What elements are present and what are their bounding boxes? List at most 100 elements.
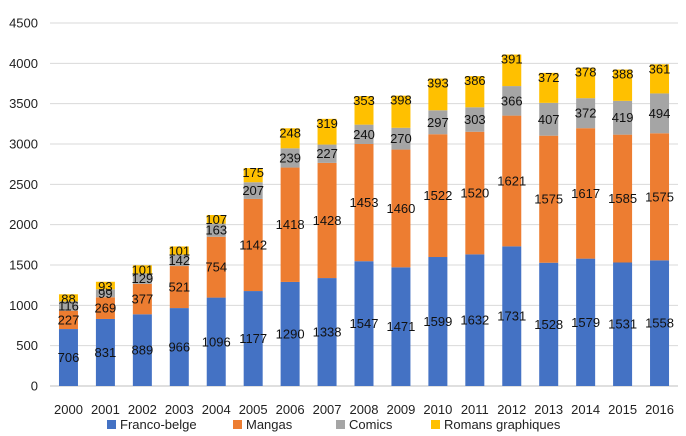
x-tick-label: 2014 [571,402,600,417]
bar-segment [391,267,411,386]
data-label: 248 [279,125,301,140]
bar-segment [169,246,189,255]
bar-segment [132,273,152,284]
bar-segment [354,144,374,262]
bar-segment [539,135,559,263]
data-label: 207 [242,183,264,198]
bar-stack-2009: 1471 1460 270 398 [386,93,415,386]
bar-segment [280,128,300,149]
data-label: 88 [61,291,75,306]
legend-item: Romans graphiques [431,417,561,432]
bar-segment [650,260,670,386]
bar-segment [206,297,226,386]
bar-segment [613,262,633,386]
data-label: 361 [649,61,671,76]
x-tick-label: 2001 [91,402,120,417]
bar-segment [206,214,226,224]
data-label: 1731 [497,309,526,324]
bar-segment [95,289,115,298]
data-label: 1632 [460,313,489,328]
data-label: 1599 [423,314,452,329]
data-label: 1471 [386,319,415,334]
data-label: 93 [98,279,112,294]
bar-segment [539,72,559,103]
bar-segment [58,329,78,386]
data-label: 1338 [313,325,342,340]
data-label: 240 [353,127,375,142]
bar-segment [206,223,226,237]
legend-label: Romans graphiques [444,417,561,432]
bar-segment [354,261,374,386]
data-label: 1558 [645,316,674,331]
y-tick-label: 1500 [9,258,38,273]
bar-segment [613,100,633,135]
y-tick-label: 4500 [9,16,38,31]
data-label: 398 [390,93,412,108]
data-label: 319 [316,116,338,131]
bar-segment [539,102,559,136]
bar-segment [95,297,115,319]
data-label: 1547 [350,316,379,331]
bar-segment [576,258,596,386]
bar-segment [58,294,78,302]
data-label: 142 [168,253,190,268]
bar-stack-2016: 1558 1575 494 361 [645,61,674,386]
x-tick-label: 2003 [165,402,194,417]
data-label: 388 [612,67,634,82]
data-label: 407 [538,112,560,127]
bar-segment [280,148,300,168]
legend-item: Franco-belge [107,417,197,432]
bar-segment [576,98,596,129]
data-label: 353 [353,93,375,108]
data-label: 391 [501,52,523,67]
bar-segment [132,314,152,386]
bar-segment [354,124,374,144]
x-axis-ticks: 2000 2001 2002 2003 2004 2005 2006 2007 2008 2009… [54,402,674,417]
bar-segment [428,257,448,386]
bar-segment [391,95,411,128]
y-tick-label: 4000 [9,56,38,71]
legend-label: Franco-belge [120,417,197,432]
bar-segment [576,67,596,99]
x-tick-label: 2011 [461,402,489,417]
x-tick-label: 2012 [497,402,526,417]
data-label: 1585 [608,191,637,206]
data-label: 1418 [276,217,305,232]
y-tick-label: 3000 [9,137,38,152]
data-label: 372 [575,106,597,121]
data-label: 297 [427,115,449,130]
bar-segment [428,134,448,258]
data-label: 1621 [497,173,526,188]
data-label: 1520 [460,186,489,201]
legend-label: Comics [349,417,393,432]
x-tick-label: 2002 [128,402,157,417]
data-label: 1579 [571,315,600,330]
bar-segment [539,262,559,386]
data-label: 270 [390,131,412,146]
bar-segment [243,182,263,199]
legend-item: Mangas [233,417,293,432]
data-label: 227 [58,312,80,327]
bar-stack-2010: 1599 1522 297 393 [423,76,452,386]
bar-segment [95,318,115,386]
bar-segment [465,254,485,386]
legend-swatch [107,420,116,429]
bar-segment [280,167,300,282]
bar-segment [317,118,337,145]
bar-stack-2005: 1177 1142 207 175 [239,165,267,386]
bar-segment [613,134,633,263]
data-label: 107 [205,212,227,227]
data-label: 966 [168,340,190,355]
bar-segment [169,266,189,309]
data-label: 372 [538,70,560,85]
bar-segment [317,144,337,163]
data-label: 419 [612,110,634,125]
x-tick-label: 2010 [423,402,452,417]
data-label: 175 [242,165,264,180]
legend-swatch [336,420,345,429]
x-tick-label: 2000 [54,402,83,417]
y-tick-label: 500 [16,338,38,353]
